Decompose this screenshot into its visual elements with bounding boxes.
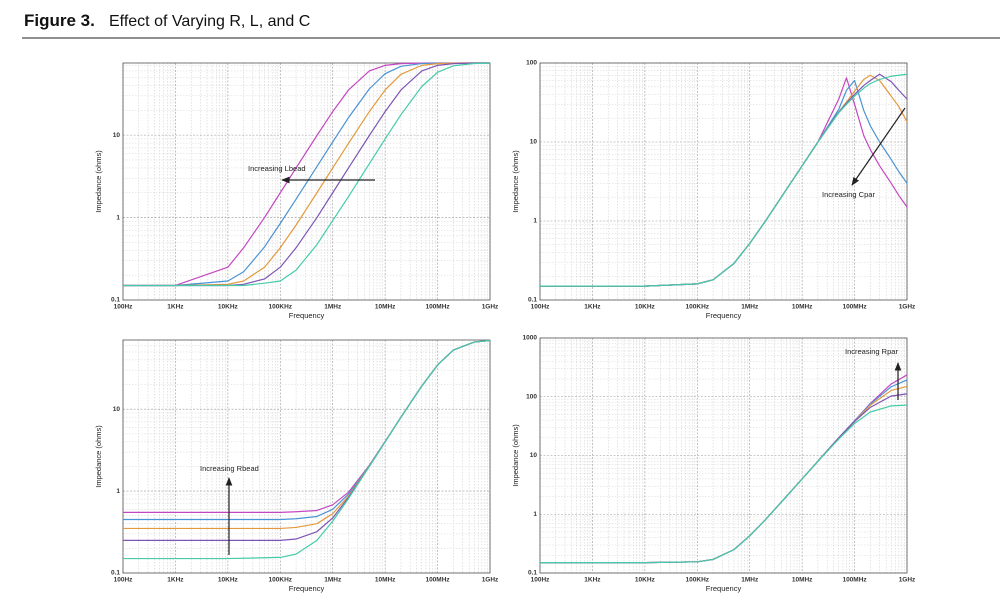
y-tick-label: 0.1	[528, 570, 537, 577]
y-tick-label: 10	[113, 132, 121, 139]
x-tick-label: 1GHz	[899, 577, 916, 584]
x-tick-label: 100KHz	[269, 577, 293, 584]
x-tick-label: 100MHz	[425, 577, 450, 584]
x-tick-label: 100Hz	[114, 577, 134, 584]
annotation-arrow	[851, 107, 906, 186]
y-tick-label: 1000	[523, 335, 538, 342]
x-tick-label: 1KHz	[584, 304, 601, 311]
x-tick-label: 10MHz	[375, 577, 396, 584]
x-tick-label: 1KHz	[167, 577, 184, 584]
figure-label: Figure 3.	[24, 11, 95, 30]
x-tick-label: 1MHz	[741, 577, 759, 584]
plot-frame	[122, 62, 491, 301]
x-tick-label: 100MHz	[842, 304, 867, 311]
x-axis-label: Frequency	[289, 311, 325, 320]
y-tick-label: 1	[533, 218, 537, 225]
x-tick-label: 100KHz	[269, 304, 293, 311]
y-tick-label: 1	[533, 511, 537, 518]
y-tick-label: 1	[116, 488, 120, 495]
y-tick-label: 0.1	[111, 570, 120, 577]
x-tick-label: 10KHz	[635, 577, 656, 584]
series-line	[540, 73, 908, 287]
x-tick-label: 10MHz	[375, 304, 396, 311]
y-axis-label: Impedance (ohms)	[94, 150, 103, 213]
x-tick-label: 1GHz	[482, 304, 499, 311]
x-tick-label: 10MHz	[792, 304, 813, 311]
y-tick-label: 0.1	[111, 297, 120, 304]
y-axis-label: Impedance (ohms)	[94, 425, 103, 488]
x-axis-label: Frequency	[706, 311, 742, 320]
annotation: Increasing Rbead	[200, 464, 259, 473]
x-axis-label: Frequency	[289, 584, 325, 593]
y-tick-label: 10	[113, 406, 121, 413]
annotation: Increasing Lbead	[248, 164, 306, 173]
x-tick-label: 100Hz	[531, 304, 551, 311]
plot-frame	[539, 337, 908, 574]
x-tick-label: 1MHz	[324, 577, 342, 584]
x-tick-label: 100KHz	[686, 577, 710, 584]
plot-frame	[539, 62, 908, 301]
annotation: Increasing Cpar	[822, 190, 875, 199]
y-axis-label: Impedance (ohms)	[511, 424, 520, 487]
x-tick-label: 100MHz	[842, 577, 867, 584]
x-tick-label: 10KHz	[218, 304, 239, 311]
x-tick-label: 1GHz	[899, 304, 916, 311]
x-tick-label: 1KHz	[584, 577, 601, 584]
y-tick-label: 1	[116, 214, 120, 221]
x-tick-label: 10KHz	[635, 304, 656, 311]
x-tick-label: 10MHz	[792, 577, 813, 584]
figure-title: Effect of Varying R, L, and C	[109, 13, 310, 30]
series-line	[540, 404, 908, 564]
y-tick-label: 100	[526, 393, 537, 400]
y-tick-label: 10	[530, 139, 538, 146]
y-tick-label: 100	[526, 60, 537, 67]
x-tick-label: 1KHz	[167, 304, 184, 311]
x-tick-label: 1GHz	[482, 577, 499, 584]
x-tick-label: 1MHz	[741, 304, 759, 311]
y-axis-label: Impedance (ohms)	[511, 150, 520, 213]
series-line	[123, 62, 491, 287]
y-tick-label: 10	[530, 452, 538, 459]
series-line	[123, 339, 491, 560]
x-tick-label: 100Hz	[114, 304, 134, 311]
plot-frame	[122, 339, 491, 574]
x-tick-label: 100KHz	[686, 304, 710, 311]
x-tick-label: 100MHz	[425, 304, 450, 311]
series-line	[123, 62, 490, 287]
y-tick-label: 0.1	[528, 297, 537, 304]
x-axis-label: Frequency	[706, 584, 742, 593]
x-tick-label: 1MHz	[324, 304, 342, 311]
x-tick-label: 10KHz	[218, 577, 239, 584]
x-tick-label: 100Hz	[531, 577, 551, 584]
annotation: Increasing Rpar	[845, 347, 898, 356]
